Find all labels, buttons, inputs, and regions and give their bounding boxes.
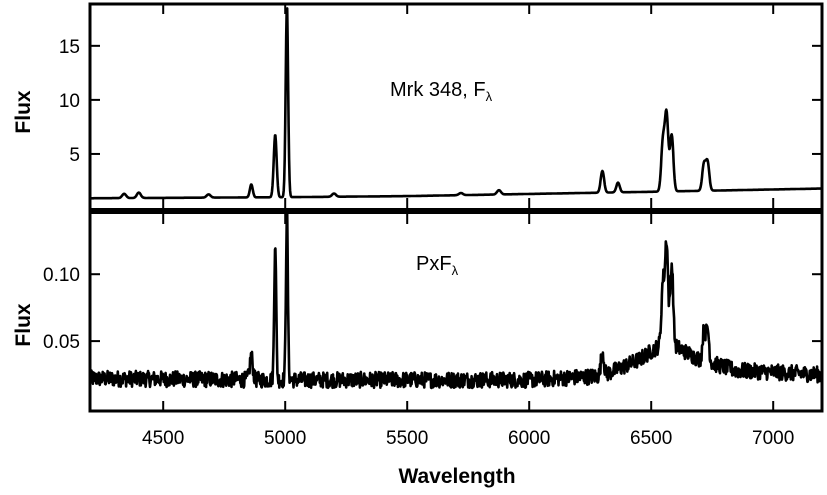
bottom-panel-label-sub: λ xyxy=(452,263,459,278)
x-tick-label: 6000 xyxy=(508,428,550,449)
top-panel-label-sub: λ xyxy=(486,89,493,104)
x-tick-label: 7000 xyxy=(752,428,794,449)
x-tick-label: 4500 xyxy=(142,428,184,449)
top-y-axis-title: Flux xyxy=(12,90,35,133)
x-tick-label: 6500 xyxy=(630,428,672,449)
top-y-tick-label: 10 xyxy=(59,91,80,112)
bottom-y-tick-label: 0.10 xyxy=(43,265,80,286)
top-y-ticks: 5 10 15 xyxy=(59,37,822,166)
x-ticks: 4500 5000 5500 6000 6500 7000 xyxy=(142,4,794,449)
top-panel-label: Mrk 348, Fλ xyxy=(390,79,493,104)
top-y-tick-label: 15 xyxy=(59,37,80,58)
x-tick-label: 5500 xyxy=(386,428,428,449)
bottom-panel-label-main: PxF xyxy=(416,253,452,275)
x-axis-title: Wavelength xyxy=(398,465,515,488)
top-spectrum-line xyxy=(89,7,823,200)
bottom-spectrum-line xyxy=(88,209,824,390)
bottom-panel: 0.05 0.10 Flux PxFλ xyxy=(12,209,824,390)
top-y-tick-label: 5 xyxy=(69,145,80,166)
bottom-y-tick-label: 0.05 xyxy=(43,332,80,353)
bottom-panel-label: PxFλ xyxy=(416,253,459,278)
top-panel: 5 10 15 Flux Mrk 348, Fλ xyxy=(12,7,823,200)
plot-frame xyxy=(88,2,824,413)
bottom-y-ticks: 0.05 0.10 xyxy=(43,265,822,353)
x-tick-label: 5000 xyxy=(264,428,306,449)
bottom-y-axis-title: Flux xyxy=(12,303,35,346)
top-panel-label-main: Mrk 348, F xyxy=(390,79,486,101)
